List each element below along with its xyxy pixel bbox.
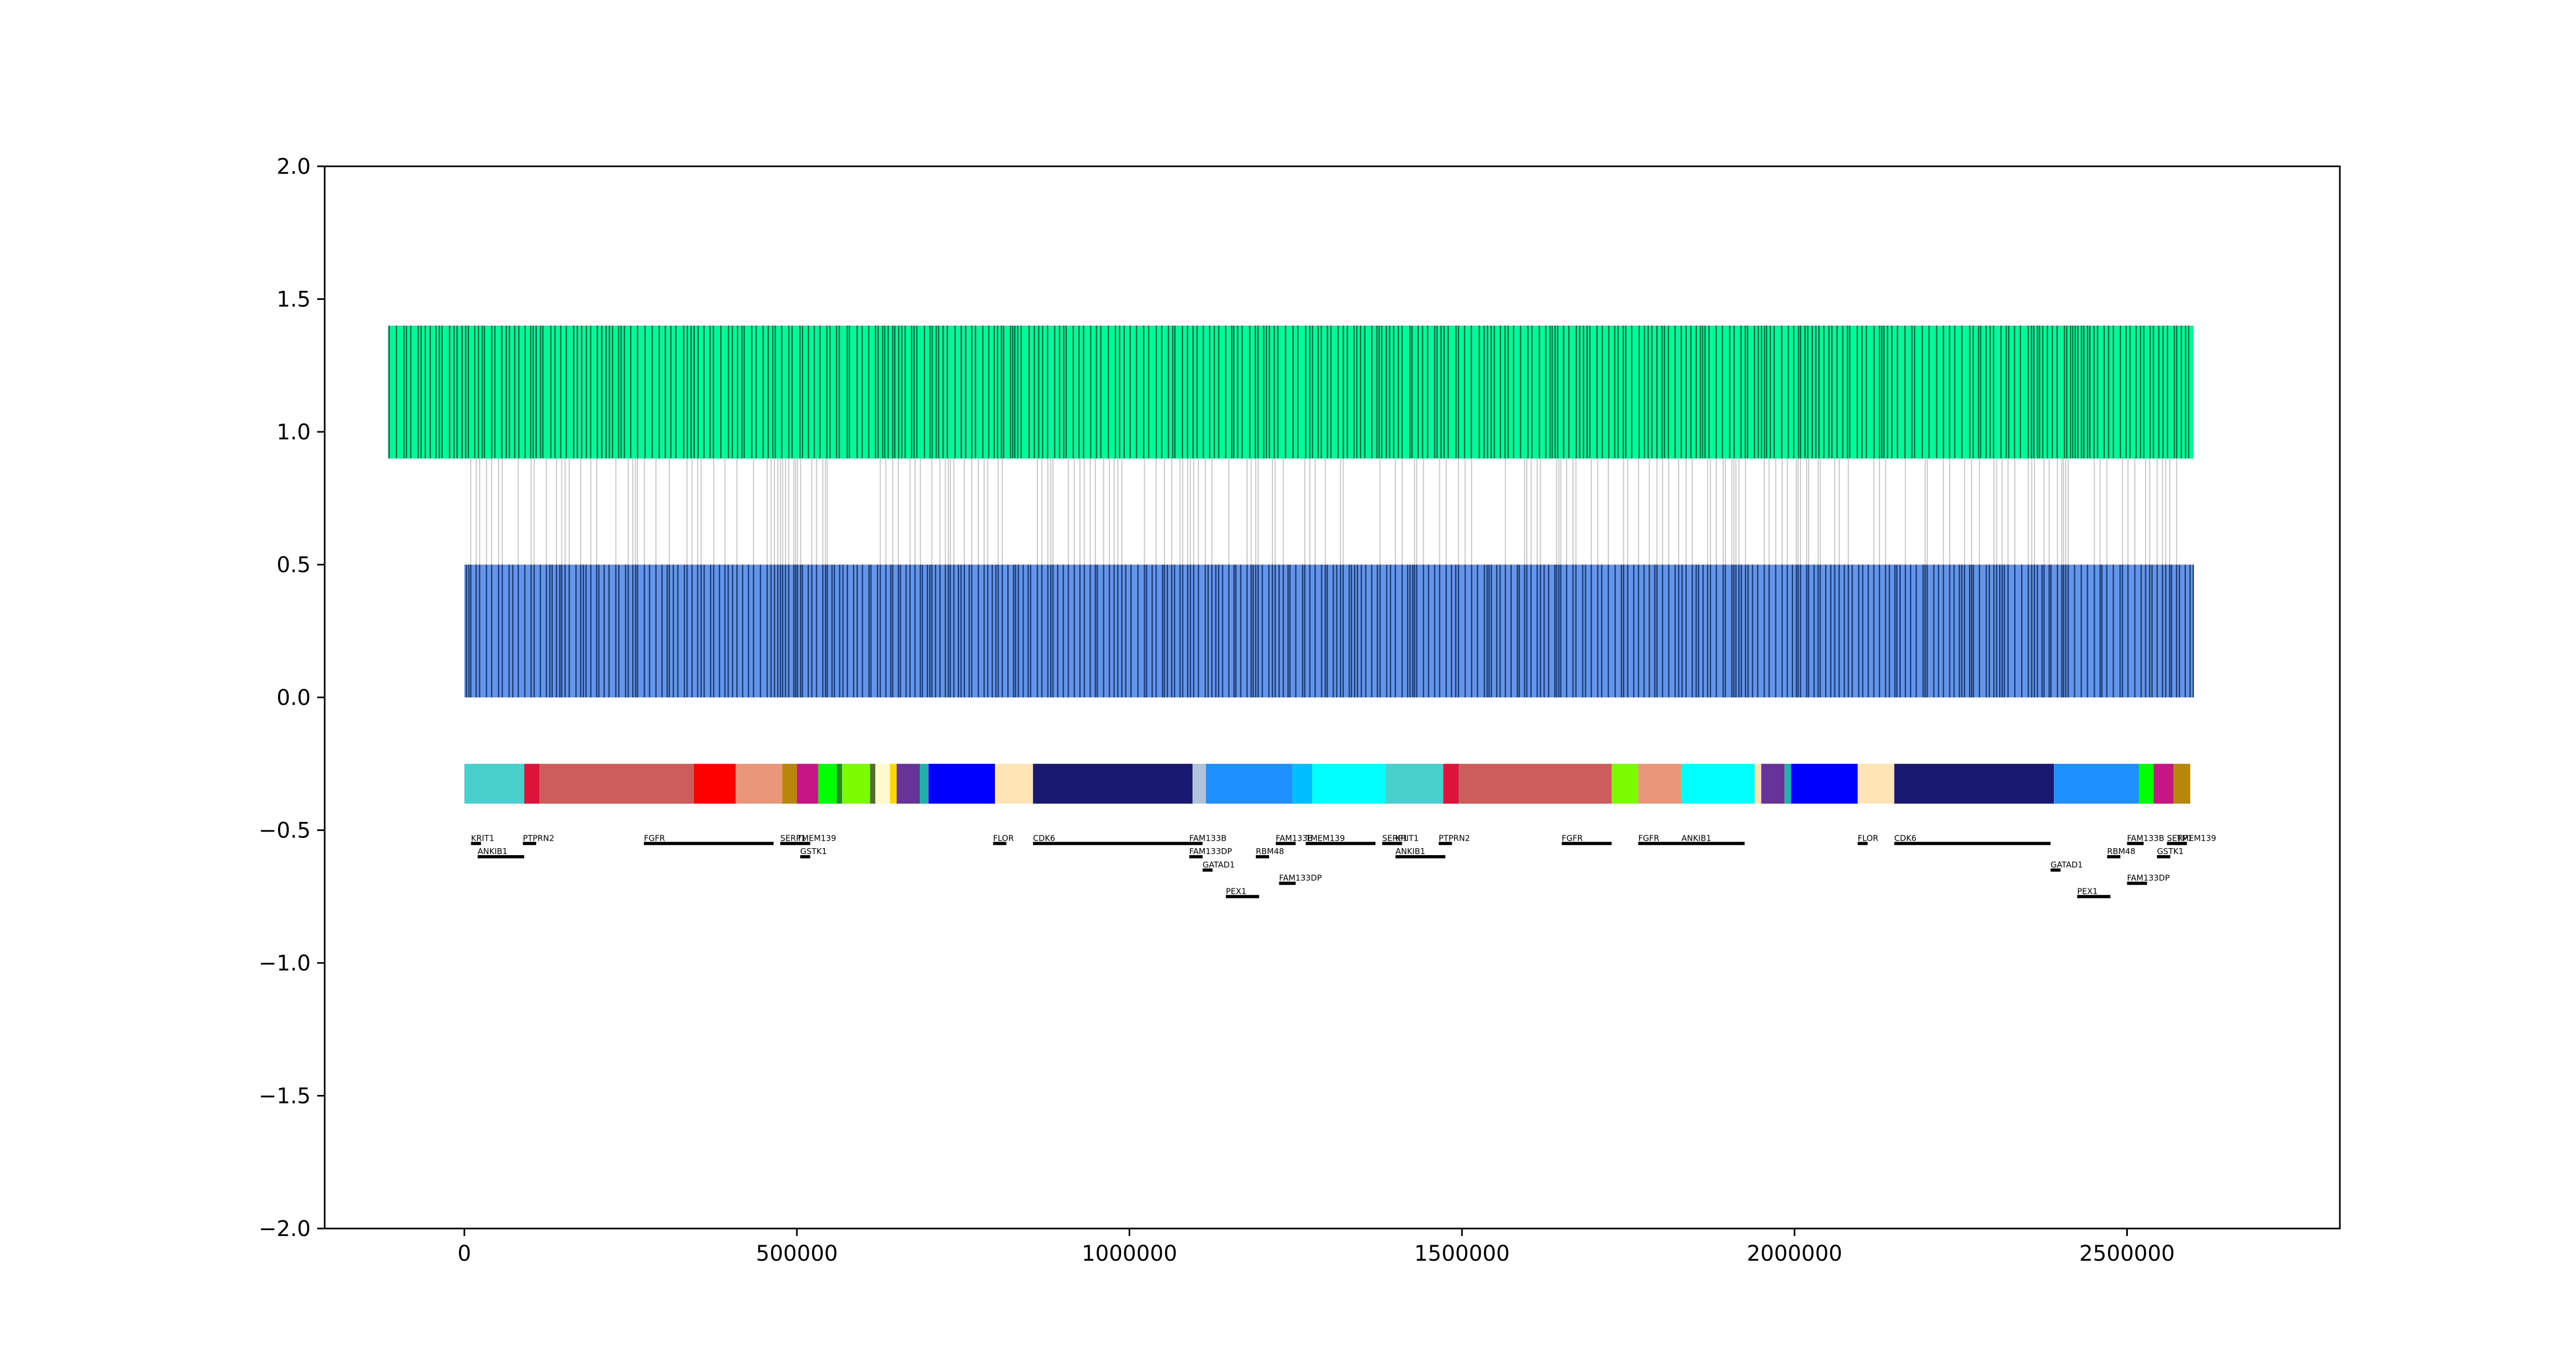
segment-block [1681,763,1755,804]
gene-label: PTPRN2 [523,833,554,843]
gene-label: SERP1 [1382,833,1408,843]
gene-label: FAM133B [1189,833,1226,843]
segment-block [735,763,782,804]
gene-label: TMEM139 [1305,833,1345,843]
gene-label: PEX1 [2077,886,2097,896]
x-tick-label: 500000 [756,1241,838,1266]
segment-block [1192,763,1206,804]
gene-label: SERP1 [780,833,806,843]
x-tick-label: 2500000 [2079,1241,2175,1266]
segment-block [1312,763,1386,804]
segment-block [818,763,837,804]
y-tick-label: 2.0 [276,155,311,179]
gene-label: FAM133B [2127,833,2164,843]
segment-block [1611,763,1638,804]
gene-label: RBM48 [1256,847,1284,856]
gene-label: ANKIB1 [478,847,508,856]
gene-label: PTPRN2 [1439,833,1470,843]
gene-label: FAM133DP [1279,873,1322,883]
y-tick-label: −0.5 [259,819,311,843]
gene-label: KRIT1 [471,833,494,843]
gene-label: GATAD1 [2051,860,2083,870]
query-track-body [387,326,2194,459]
gene-label: FLOR [1858,833,1879,843]
segment-block [837,763,843,804]
gene-label: FAM133B [1276,833,1313,843]
gene-label: ANKIB1 [1681,833,1711,843]
segment-block [1761,763,1785,804]
y-tick-label: −1.5 [259,1084,311,1109]
y-tick-label: 1.0 [276,420,311,445]
gene-label: CDK6 [1033,833,1055,843]
query-track [387,326,2194,459]
segment-block [524,763,540,804]
gene-label: FLOR [993,833,1014,843]
gene-label: FAM133DP [2127,873,2170,883]
segment-block [875,763,890,804]
segment-block [1033,763,1193,804]
alignment-connections [470,458,2177,565]
segment-block [928,763,996,804]
x-tick-label: 2000000 [1747,1241,1842,1266]
segment-track [464,763,2191,804]
segment-block [2174,763,2191,804]
connection-lines [470,458,2177,565]
segment-block [1292,763,1313,804]
segment-block [796,763,818,804]
gene-label: CDK6 [1894,833,1916,843]
segment-block [1206,763,1293,804]
x-tick-label: 0 [458,1241,471,1266]
gene-label: TMEM139 [796,833,836,843]
segment-block [890,763,897,804]
y-tick-label: −1.0 [259,951,311,976]
x-tick-label: 1000000 [1081,1241,1177,1266]
query-hit-lines [389,326,2190,459]
reference-hit-lines [465,564,2194,697]
segment-block [693,763,736,804]
segment-block [2054,763,2139,804]
y-axis: 2.0 1.5 1.0 0.5 0.0 −0.5 −1.0 −1.5 −2.0 [259,155,325,1241]
segment-block [2154,763,2174,804]
y-tick-label: 1.5 [276,288,311,312]
segment-block [1894,763,2054,804]
segment-block [464,763,524,804]
gene-label: RBM48 [2107,847,2135,856]
gene-label: FGFR [644,833,665,843]
gene-label: GATAD1 [1203,860,1235,870]
gene-label: GSTK1 [2157,847,2184,856]
segment-block [1857,763,1894,804]
gene-label: KRIT1 [1395,833,1418,843]
segment-block [1443,763,1459,804]
segment-block [995,763,1033,804]
segment-block [1784,763,1791,804]
gene-label: SERP1 [2167,833,2193,843]
y-tick-label: 0.5 [276,553,311,578]
segment-block [870,763,876,804]
segment-block [782,763,797,804]
y-tick-label: 0.0 [276,686,311,710]
gene-label: GSTK1 [800,847,827,856]
segment-block [1791,763,1858,804]
x-axis: 0 500000 1000000 1500000 2000000 2500000 [458,1229,2175,1266]
segment-block [2139,763,2154,804]
y-tick-label: −2.0 [259,1217,311,1241]
segment-block [896,763,920,804]
segment-block [1754,763,1761,804]
segment-block [1638,763,1682,804]
segment-block [842,763,870,804]
x-tick-label: 1500000 [1414,1241,1510,1266]
segment-block [1385,763,1444,804]
gene-label: PEX1 [1226,886,1246,896]
gene-label: TMEM139 [2176,833,2216,843]
segment-block [920,763,929,804]
reference-track [464,564,2194,697]
gene-label: ANKIB1 [1395,847,1425,856]
segment-block [539,763,694,804]
gene-label: FAM133DP [1189,847,1232,856]
segment-block [1458,763,1612,804]
gene-label: FGFR [1638,833,1659,843]
gene-label: FGFR [1562,833,1583,843]
